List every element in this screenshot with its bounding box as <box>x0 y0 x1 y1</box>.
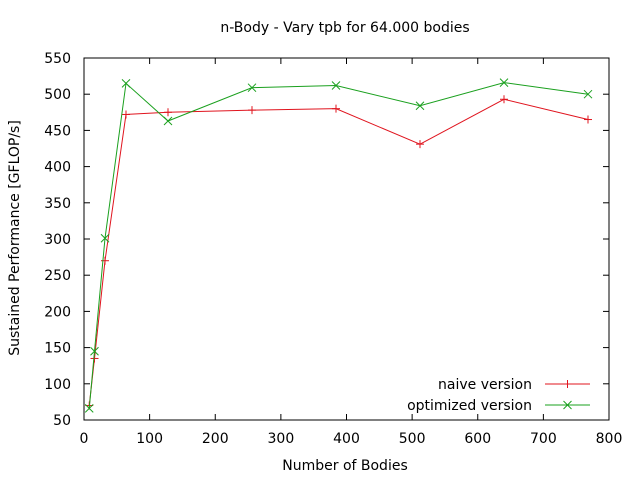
series-layer <box>84 78 593 413</box>
y-tick-label: 350 <box>44 196 71 212</box>
data-point <box>332 104 340 113</box>
chart-title: n-Body - Vary tpb for 64.000 bodies <box>220 20 469 36</box>
series-line <box>88 98 589 406</box>
data-point <box>122 110 130 119</box>
y-tick-label: 550 <box>44 51 71 67</box>
x-tick-label: 200 <box>202 431 229 447</box>
x-tick-label: 300 <box>268 431 295 447</box>
data-point <box>499 78 509 87</box>
legend-marker <box>563 380 572 388</box>
legend-label: optimized version <box>407 398 532 414</box>
data-point <box>84 404 94 413</box>
data-point <box>163 116 173 126</box>
data-point <box>415 101 425 111</box>
x-tick-label: 500 <box>399 431 426 447</box>
x-tick-label: 600 <box>464 431 491 447</box>
series-line <box>88 82 589 409</box>
y-tick-label: 50 <box>53 413 71 429</box>
y-axis: 50 100 150 200 250 300 350 400 450 500 550 <box>44 51 609 429</box>
legend-label: naive version <box>438 377 532 393</box>
data-point <box>100 233 110 243</box>
y-tick-label: 150 <box>44 341 71 357</box>
x-tick-label: 700 <box>530 431 557 447</box>
data-point <box>500 95 508 104</box>
data-point <box>416 140 424 149</box>
x-tick-label: 400 <box>333 431 360 447</box>
x-tick-label: 100 <box>136 431 163 447</box>
x-axis: 0 100 200 300 400 500 600 700 800 <box>80 58 623 447</box>
data-point <box>583 89 593 99</box>
data-point <box>248 106 256 115</box>
legend-marker <box>563 400 572 410</box>
x-tick-label: 0 <box>80 431 89 447</box>
data-point <box>584 115 592 124</box>
y-tick-label: 200 <box>44 304 71 320</box>
data-point <box>121 78 131 88</box>
data-point <box>101 256 109 265</box>
data-point <box>90 346 99 356</box>
series-optimized <box>84 78 593 413</box>
y-tick-label: 400 <box>44 160 71 176</box>
y-tick-label: 300 <box>44 232 71 248</box>
legend-item: naive version <box>438 377 590 393</box>
series-naive <box>85 95 592 410</box>
y-tick-label: 500 <box>44 87 71 103</box>
x-axis-label: Number of Bodies <box>282 458 408 474</box>
data-point <box>247 83 257 93</box>
x-tick-label: 800 <box>596 431 623 447</box>
data-point <box>331 81 341 90</box>
data-point <box>164 108 172 117</box>
legend-item: optimized version <box>407 398 590 414</box>
y-tick-label: 100 <box>44 377 71 393</box>
y-axis-label: Sustained Performance [GFLOP/s] <box>7 120 23 356</box>
legend: naive version optimized version <box>407 377 590 414</box>
y-tick-label: 450 <box>44 123 71 139</box>
y-tick-label: 250 <box>44 268 71 284</box>
